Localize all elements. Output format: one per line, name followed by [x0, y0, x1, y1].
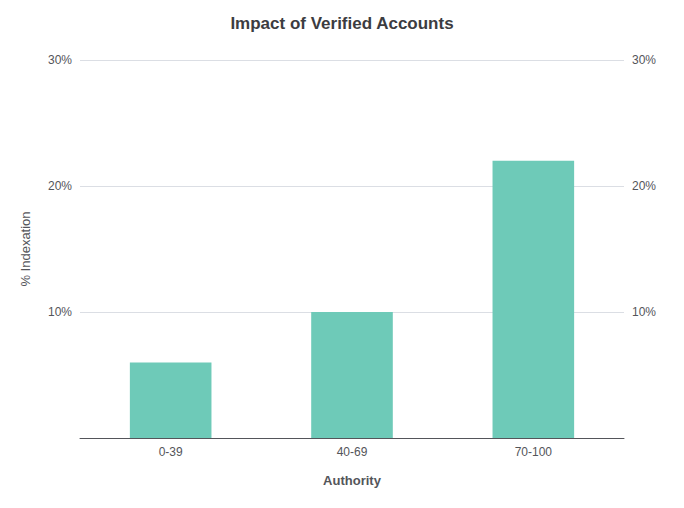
svg-text:20%: 20% [632, 179, 656, 193]
svg-text:30%: 30% [48, 53, 72, 67]
svg-text:% Indexation: % Indexation [18, 211, 33, 286]
svg-text:30%: 30% [632, 53, 656, 67]
svg-text:40-69: 40-69 [337, 445, 368, 459]
svg-text:70-100: 70-100 [515, 445, 553, 459]
svg-text:20%: 20% [48, 179, 72, 193]
svg-text:0-39: 0-39 [159, 445, 183, 459]
svg-text:10%: 10% [48, 305, 72, 319]
svg-text:Impact of Verified Accounts: Impact of Verified Accounts [230, 14, 453, 33]
svg-text:10%: 10% [632, 305, 656, 319]
svg-text:Authority: Authority [323, 473, 382, 488]
